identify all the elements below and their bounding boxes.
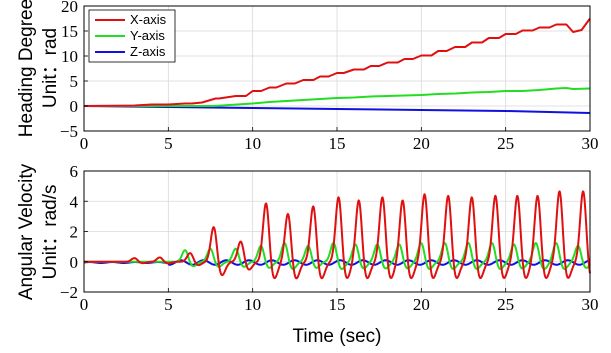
y-tick-label: 2 — [70, 223, 79, 242]
x-tick-label: 0 — [80, 134, 89, 153]
x-tick-label: 0 — [80, 295, 89, 314]
y-tick-label: −5 — [60, 122, 78, 141]
series-line-y-axis — [83, 242, 591, 270]
x-tick-label: 30 — [582, 134, 599, 153]
x-tick-label: 20 — [413, 295, 430, 314]
y-tick-label: 0 — [70, 253, 79, 272]
x-tick-label: 25 — [497, 295, 514, 314]
y-tick-label: 4 — [70, 192, 79, 211]
series-line-y-axis — [84, 87, 591, 107]
y-tick-label: 10 — [61, 47, 78, 66]
x-tick-label: 30 — [582, 295, 599, 314]
y-tick-label: 15 — [61, 22, 78, 41]
x-tick-label: 5 — [164, 134, 173, 153]
y-tick-label: −2 — [60, 283, 78, 302]
legend-label-x: X-axis — [130, 12, 167, 27]
top-ylabel-line1: Heading Degree — [16, 0, 37, 137]
y-tick-label: 20 — [61, 0, 78, 16]
bottom-y-ticks: 6 4 2 0 −2 — [60, 162, 88, 302]
legend: X-axis Y-axis Z-axis — [88, 9, 176, 63]
y-tick-label: 0 — [70, 97, 79, 116]
top-ylabel-line2: Unit：rad — [40, 28, 61, 108]
y-tick-label: 6 — [70, 162, 79, 181]
x-tick-label: 10 — [244, 295, 261, 314]
legend-label-z: Z-axis — [130, 44, 166, 59]
series-line-x-axis — [83, 17, 591, 107]
y-tick-label: 5 — [70, 72, 79, 91]
x-tick-label: 15 — [329, 295, 346, 314]
bottom-series — [83, 190, 591, 280]
bottom-ylabel-line2: Unit：rad/s — [40, 184, 61, 279]
x-axis-label: Time (sec) — [292, 326, 381, 347]
x-tick-label: 10 — [244, 134, 261, 153]
bottom-ylabel-line1: Angular Velocity — [16, 163, 37, 300]
legend-label-y: Y-axis — [130, 28, 165, 43]
top-x-ticks: 0 5 10 15 20 25 30 — [80, 127, 599, 153]
top-y-ticks: 20 15 10 5 0 −5 — [60, 0, 88, 141]
x-tick-label: 5 — [164, 295, 173, 314]
x-tick-label: 15 — [329, 134, 346, 153]
series-line-x-axis — [83, 190, 591, 280]
bottom-x-ticks: 0 5 10 15 20 25 30 — [80, 288, 599, 314]
x-tick-label: 20 — [413, 134, 430, 153]
x-tick-label: 25 — [497, 134, 514, 153]
top-series — [83, 17, 591, 114]
